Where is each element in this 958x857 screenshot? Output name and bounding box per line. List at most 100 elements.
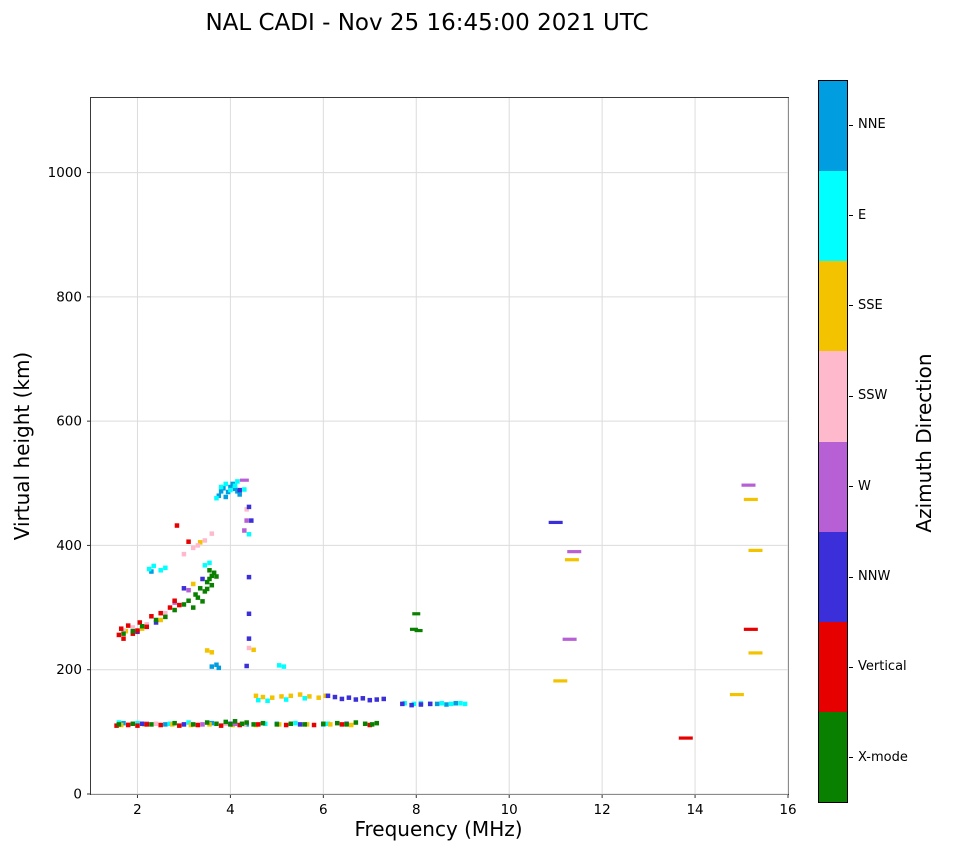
data-point-e	[448, 701, 454, 707]
data-point-sse	[307, 694, 312, 699]
colorbar-tick-label-x-mode: X-mode	[858, 749, 908, 765]
colorbar	[818, 80, 848, 803]
data-point-e	[462, 701, 468, 707]
data-point-x-mode	[260, 720, 266, 726]
data-point-nnw	[200, 576, 205, 582]
data-point-w	[244, 518, 249, 523]
colorbar-tick-label-vertical: Vertical	[858, 659, 907, 675]
data-point-nnw	[367, 697, 373, 703]
data-point-e	[218, 484, 224, 490]
data-point-e	[281, 664, 287, 669]
data-point-nne	[434, 701, 440, 707]
data-point-sse	[288, 693, 294, 699]
data-point-vertical	[195, 722, 201, 728]
colorbar-tick-label-nnw: NNW	[858, 569, 891, 585]
data-point-e	[228, 487, 233, 493]
data-point-nne	[223, 494, 229, 500]
data-point-e	[402, 701, 407, 706]
data-point-e	[242, 487, 247, 492]
data-point-sse	[123, 628, 129, 634]
data-point-e	[223, 481, 229, 487]
data-point-x-mode	[353, 720, 359, 725]
data-point-vertical	[177, 602, 182, 608]
data-point-w	[239, 478, 249, 482]
data-point-nne	[221, 486, 226, 491]
data-point-e	[276, 663, 282, 668]
data-point-nnw	[353, 697, 359, 702]
data-point-x-mode	[209, 573, 215, 579]
x-tick-label: 12	[594, 802, 611, 818]
data-point-e	[202, 563, 208, 568]
data-point-vertical	[172, 598, 177, 603]
data-point-vertical	[135, 723, 140, 728]
data-point-x-mode	[321, 721, 326, 727]
data-point-nnw	[418, 702, 424, 707]
data-point-sse	[260, 694, 266, 700]
data-point-x-mode	[251, 722, 256, 727]
data-point-w	[562, 637, 577, 641]
data-point-nne	[235, 489, 240, 494]
data-point-e	[232, 483, 238, 489]
data-point-x-mode	[139, 623, 145, 629]
data-point-nne	[453, 701, 459, 706]
data-point-vertical	[116, 632, 122, 638]
data-point-w	[200, 722, 205, 727]
data-point-ssw	[202, 538, 208, 543]
x-tick-label: 16	[779, 802, 796, 818]
data-point-e	[256, 697, 261, 703]
data-point-vertical	[125, 623, 131, 628]
data-point-sse	[142, 722, 147, 727]
data-point-x-mode	[239, 721, 245, 727]
y-tick-label: 0	[73, 787, 82, 803]
data-point-vertical	[130, 631, 136, 636]
y-tick-label: 400	[56, 538, 82, 554]
colorbar-segment-nne	[819, 81, 847, 172]
data-point-sse	[748, 548, 763, 552]
data-point-e	[411, 701, 417, 707]
data-point-x-mode	[232, 719, 238, 724]
data-point-e	[246, 531, 252, 537]
y-tick-label: 200	[56, 662, 82, 678]
data-point-sse	[188, 722, 194, 728]
data-point-x-mode	[207, 576, 212, 582]
data-point-e	[293, 720, 298, 726]
x-tick-label: 14	[686, 802, 703, 818]
data-point-e	[265, 698, 270, 704]
data-point-nne	[216, 665, 222, 671]
data-point-ssw	[181, 551, 187, 557]
data-point-x-mode	[288, 721, 294, 727]
data-point-nnw	[297, 722, 303, 727]
data-point-x-mode	[223, 719, 229, 725]
data-point-sse	[279, 694, 284, 699]
data-point-e	[439, 701, 445, 706]
data-point-nne	[209, 664, 215, 669]
data-point-x-mode	[374, 720, 380, 726]
data-point-w	[242, 528, 247, 533]
data-point-nnw	[360, 696, 366, 701]
data-point-nnw	[332, 694, 338, 700]
x-tick-label: 8	[412, 802, 421, 818]
data-point-nne	[149, 569, 154, 574]
data-point-vertical	[237, 722, 242, 728]
data-point-nne	[444, 702, 449, 707]
data-point-nnw	[237, 487, 242, 493]
data-point-nne	[237, 492, 242, 497]
colorbar-tick-label-ssw: SSW	[858, 388, 888, 404]
data-point-vertical	[283, 722, 289, 728]
data-point-vertical	[367, 722, 373, 728]
data-point-sse	[323, 693, 328, 699]
data-point-nne	[225, 489, 231, 495]
data-point-sse	[190, 581, 196, 587]
data-point-nnw	[246, 504, 252, 510]
data-point-sse	[748, 651, 763, 655]
data-point-e	[207, 560, 212, 566]
data-point-nne	[121, 720, 126, 726]
data-point-nnw	[246, 611, 252, 617]
data-point-ssw	[209, 531, 215, 536]
data-point-x-mode	[362, 721, 368, 727]
data-point-e	[214, 495, 219, 501]
data-point-nnw	[548, 520, 563, 525]
data-point-x-mode	[244, 720, 249, 725]
colorbar-segment-x-mode	[819, 711, 847, 802]
data-point-e	[167, 721, 173, 727]
